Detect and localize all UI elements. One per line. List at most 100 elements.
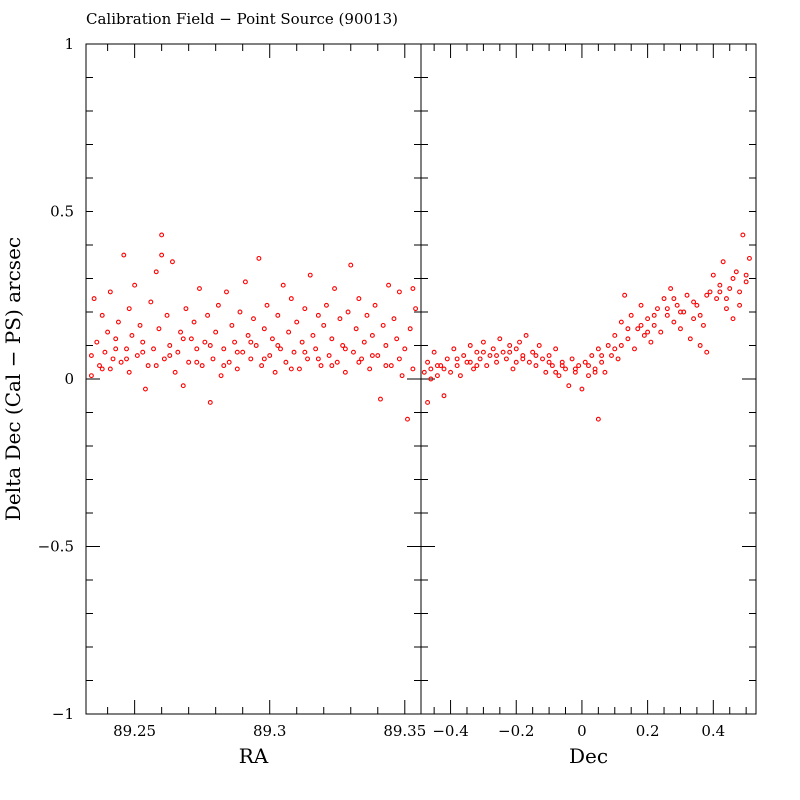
data-point	[540, 356, 545, 362]
data-point	[102, 349, 108, 355]
data-point	[471, 366, 476, 372]
data-point	[487, 353, 493, 358]
data-point	[494, 359, 499, 365]
data-point	[113, 336, 119, 342]
data-point	[253, 343, 259, 348]
data-point	[302, 349, 308, 355]
data-point	[520, 356, 526, 362]
data-point	[134, 353, 140, 358]
data-point	[602, 369, 608, 375]
data-point	[210, 356, 216, 362]
data-point	[329, 363, 335, 369]
data-point	[88, 353, 94, 358]
panel-left: 89.25 89.3 89.35 −1 −0.5 0 0.5 1	[38, 35, 427, 740]
data-point	[553, 369, 559, 375]
data-point	[648, 339, 654, 345]
data-point	[563, 366, 568, 372]
data-point	[124, 346, 129, 352]
data-point	[740, 232, 746, 238]
data-point	[118, 359, 124, 365]
x-tick-label: 89.25	[113, 722, 156, 740]
data-point	[388, 363, 394, 369]
data-point	[441, 393, 447, 399]
data-point	[543, 369, 549, 375]
data-point	[507, 349, 513, 355]
data-point	[245, 333, 251, 338]
data-point	[678, 309, 683, 315]
data-point	[448, 369, 454, 375]
data-point	[256, 255, 262, 261]
data-point	[589, 353, 595, 358]
data-point	[717, 282, 723, 288]
data-point	[595, 416, 601, 422]
data-point	[383, 363, 389, 369]
data-point	[278, 346, 283, 352]
data-point	[310, 333, 316, 338]
data-point	[467, 359, 473, 365]
data-point	[625, 326, 631, 332]
data-point	[451, 346, 457, 352]
data-point	[296, 366, 302, 372]
data-point	[671, 319, 677, 325]
data-point	[337, 316, 343, 322]
data-point	[668, 286, 674, 291]
data-point	[402, 346, 408, 352]
data-point	[159, 232, 165, 238]
data-point	[425, 400, 431, 405]
data-point	[428, 376, 434, 382]
data-point	[129, 333, 135, 338]
data-point	[431, 349, 437, 355]
data-point	[553, 346, 559, 352]
data-point	[148, 299, 154, 305]
data-point	[356, 296, 362, 302]
data-point	[723, 296, 729, 302]
data-point	[612, 333, 618, 338]
data-point	[513, 346, 519, 352]
data-point	[170, 259, 175, 265]
data-point	[202, 339, 208, 345]
data-point	[566, 383, 572, 389]
data-point	[513, 359, 519, 365]
data-point	[226, 359, 232, 365]
data-point	[323, 302, 329, 308]
data-point	[313, 346, 319, 352]
data-point	[142, 386, 148, 392]
data-point	[351, 349, 356, 355]
data-point	[294, 319, 300, 325]
data-point	[237, 309, 243, 315]
data-point	[546, 353, 552, 358]
plot-frame-right	[420, 43, 757, 715]
data-point	[546, 359, 552, 365]
data-point	[746, 255, 752, 261]
y-tick-label: 0	[64, 370, 74, 388]
data-point	[369, 333, 375, 338]
data-point	[421, 369, 427, 375]
data-point	[586, 373, 591, 379]
data-point	[269, 336, 275, 342]
data-point	[549, 363, 555, 369]
data-point	[288, 366, 294, 372]
data-point	[107, 366, 113, 372]
data-point	[194, 346, 200, 352]
data-point	[140, 349, 146, 355]
data-point	[375, 353, 381, 358]
x-tick-label: −0.2	[498, 722, 534, 740]
data-point	[576, 363, 582, 369]
data-point	[207, 343, 213, 348]
data-point	[533, 363, 539, 369]
data-point	[661, 296, 667, 302]
data-point	[674, 302, 680, 308]
data-point	[97, 363, 102, 369]
data-point	[261, 326, 267, 332]
data-point	[229, 322, 235, 328]
data-point	[234, 349, 240, 355]
data-point	[167, 343, 173, 348]
data-point	[720, 259, 726, 265]
data-point	[126, 306, 132, 312]
data-point	[410, 286, 416, 291]
y-tick-label: −0.5	[38, 538, 74, 556]
data-point	[161, 356, 167, 362]
data-point	[140, 339, 146, 345]
data-point	[340, 343, 346, 348]
data-point	[441, 366, 447, 372]
